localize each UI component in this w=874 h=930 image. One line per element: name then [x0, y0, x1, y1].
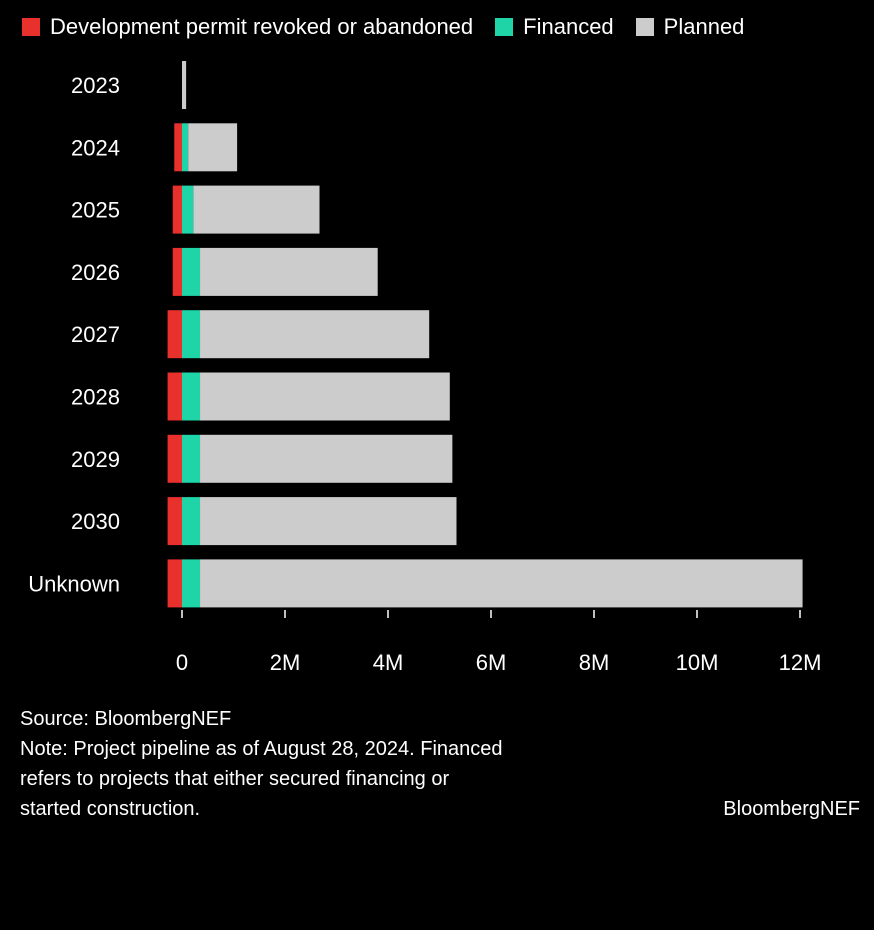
note-line-1: Note: Project pipeline as of August 28, … — [20, 738, 503, 760]
category-label: 2029 — [71, 447, 120, 472]
bar-segment-revoked — [172, 185, 182, 234]
category-label: 2030 — [71, 509, 120, 534]
legend-label-revoked: Development permit revoked or abandoned — [50, 14, 474, 39]
bar-segment-financed — [182, 497, 201, 546]
chart-legend: Development permit revoked or abandoned … — [22, 14, 766, 40]
category-label: Unknown — [28, 571, 120, 596]
bar-segment-planned — [182, 61, 187, 109]
bar-segment-revoked — [174, 123, 182, 172]
legend-label-planned: Planned — [663, 14, 745, 39]
legend-item-financed: Financed — [495, 14, 614, 40]
legend-item-planned: Planned — [635, 14, 745, 40]
bar-segment-financed — [182, 185, 194, 234]
bar-segment-revoked — [172, 247, 182, 296]
bar-segment-planned — [200, 559, 803, 608]
bar-segment-planned — [200, 434, 453, 483]
category-label: 2026 — [71, 260, 120, 285]
x-tick-label: 2M — [270, 650, 301, 675]
x-tick-label: 10M — [676, 650, 719, 675]
bar-segment-planned — [200, 310, 430, 359]
legend-swatch-revoked — [22, 18, 40, 36]
legend-swatch-financed — [495, 18, 514, 36]
note-line-2: refers to projects that either secured f… — [20, 768, 450, 790]
note-line-3: started construction. — [20, 798, 201, 820]
category-label: 2027 — [71, 322, 120, 347]
bar-segment-revoked — [167, 434, 182, 483]
bar-segment-financed — [182, 310, 201, 359]
brand-logo-text: BloombergNEF — [723, 798, 860, 820]
x-tick-label: 12M — [779, 650, 822, 675]
bar-segment-financed — [182, 434, 201, 483]
x-tick-label: 6M — [476, 650, 507, 675]
chart-footer: Source: BloombergNEF Note: Project pipel… — [20, 704, 503, 824]
bar-segment-revoked — [167, 559, 182, 608]
x-tick-label: 4M — [373, 650, 404, 675]
bar-segment-planned — [200, 247, 378, 296]
category-label: 2025 — [71, 198, 120, 223]
bar-segment-financed — [182, 372, 201, 421]
bar-segment-revoked — [167, 497, 182, 546]
x-tick-label: 0 — [176, 650, 188, 675]
x-tick-label: 8M — [579, 650, 610, 675]
bar-segment-revoked — [167, 372, 182, 421]
bar-chart: 2023 2024 2025 2026 2027 2028 2029 2030 Unknown 0… — [28, 61, 822, 675]
bar-segment-planned — [188, 123, 238, 172]
category-label: 2024 — [71, 135, 120, 160]
bar-segment-planned — [200, 497, 457, 546]
bar-segment-planned — [200, 372, 450, 421]
source-text: Source: BloombergNEF — [20, 708, 232, 730]
category-label: 2023 — [71, 73, 120, 98]
legend-item-revoked: Development permit revoked or abandoned — [22, 14, 473, 40]
bar-segment-financed — [182, 247, 201, 296]
bar-segment-planned — [193, 185, 320, 234]
bar-segment-revoked — [167, 310, 182, 359]
bar-segment-financed — [182, 559, 201, 608]
bar-segment-financed — [182, 123, 189, 172]
legend-swatch-planned — [635, 18, 654, 36]
legend-label-financed: Financed — [523, 14, 614, 39]
category-label: 2028 — [71, 385, 120, 410]
